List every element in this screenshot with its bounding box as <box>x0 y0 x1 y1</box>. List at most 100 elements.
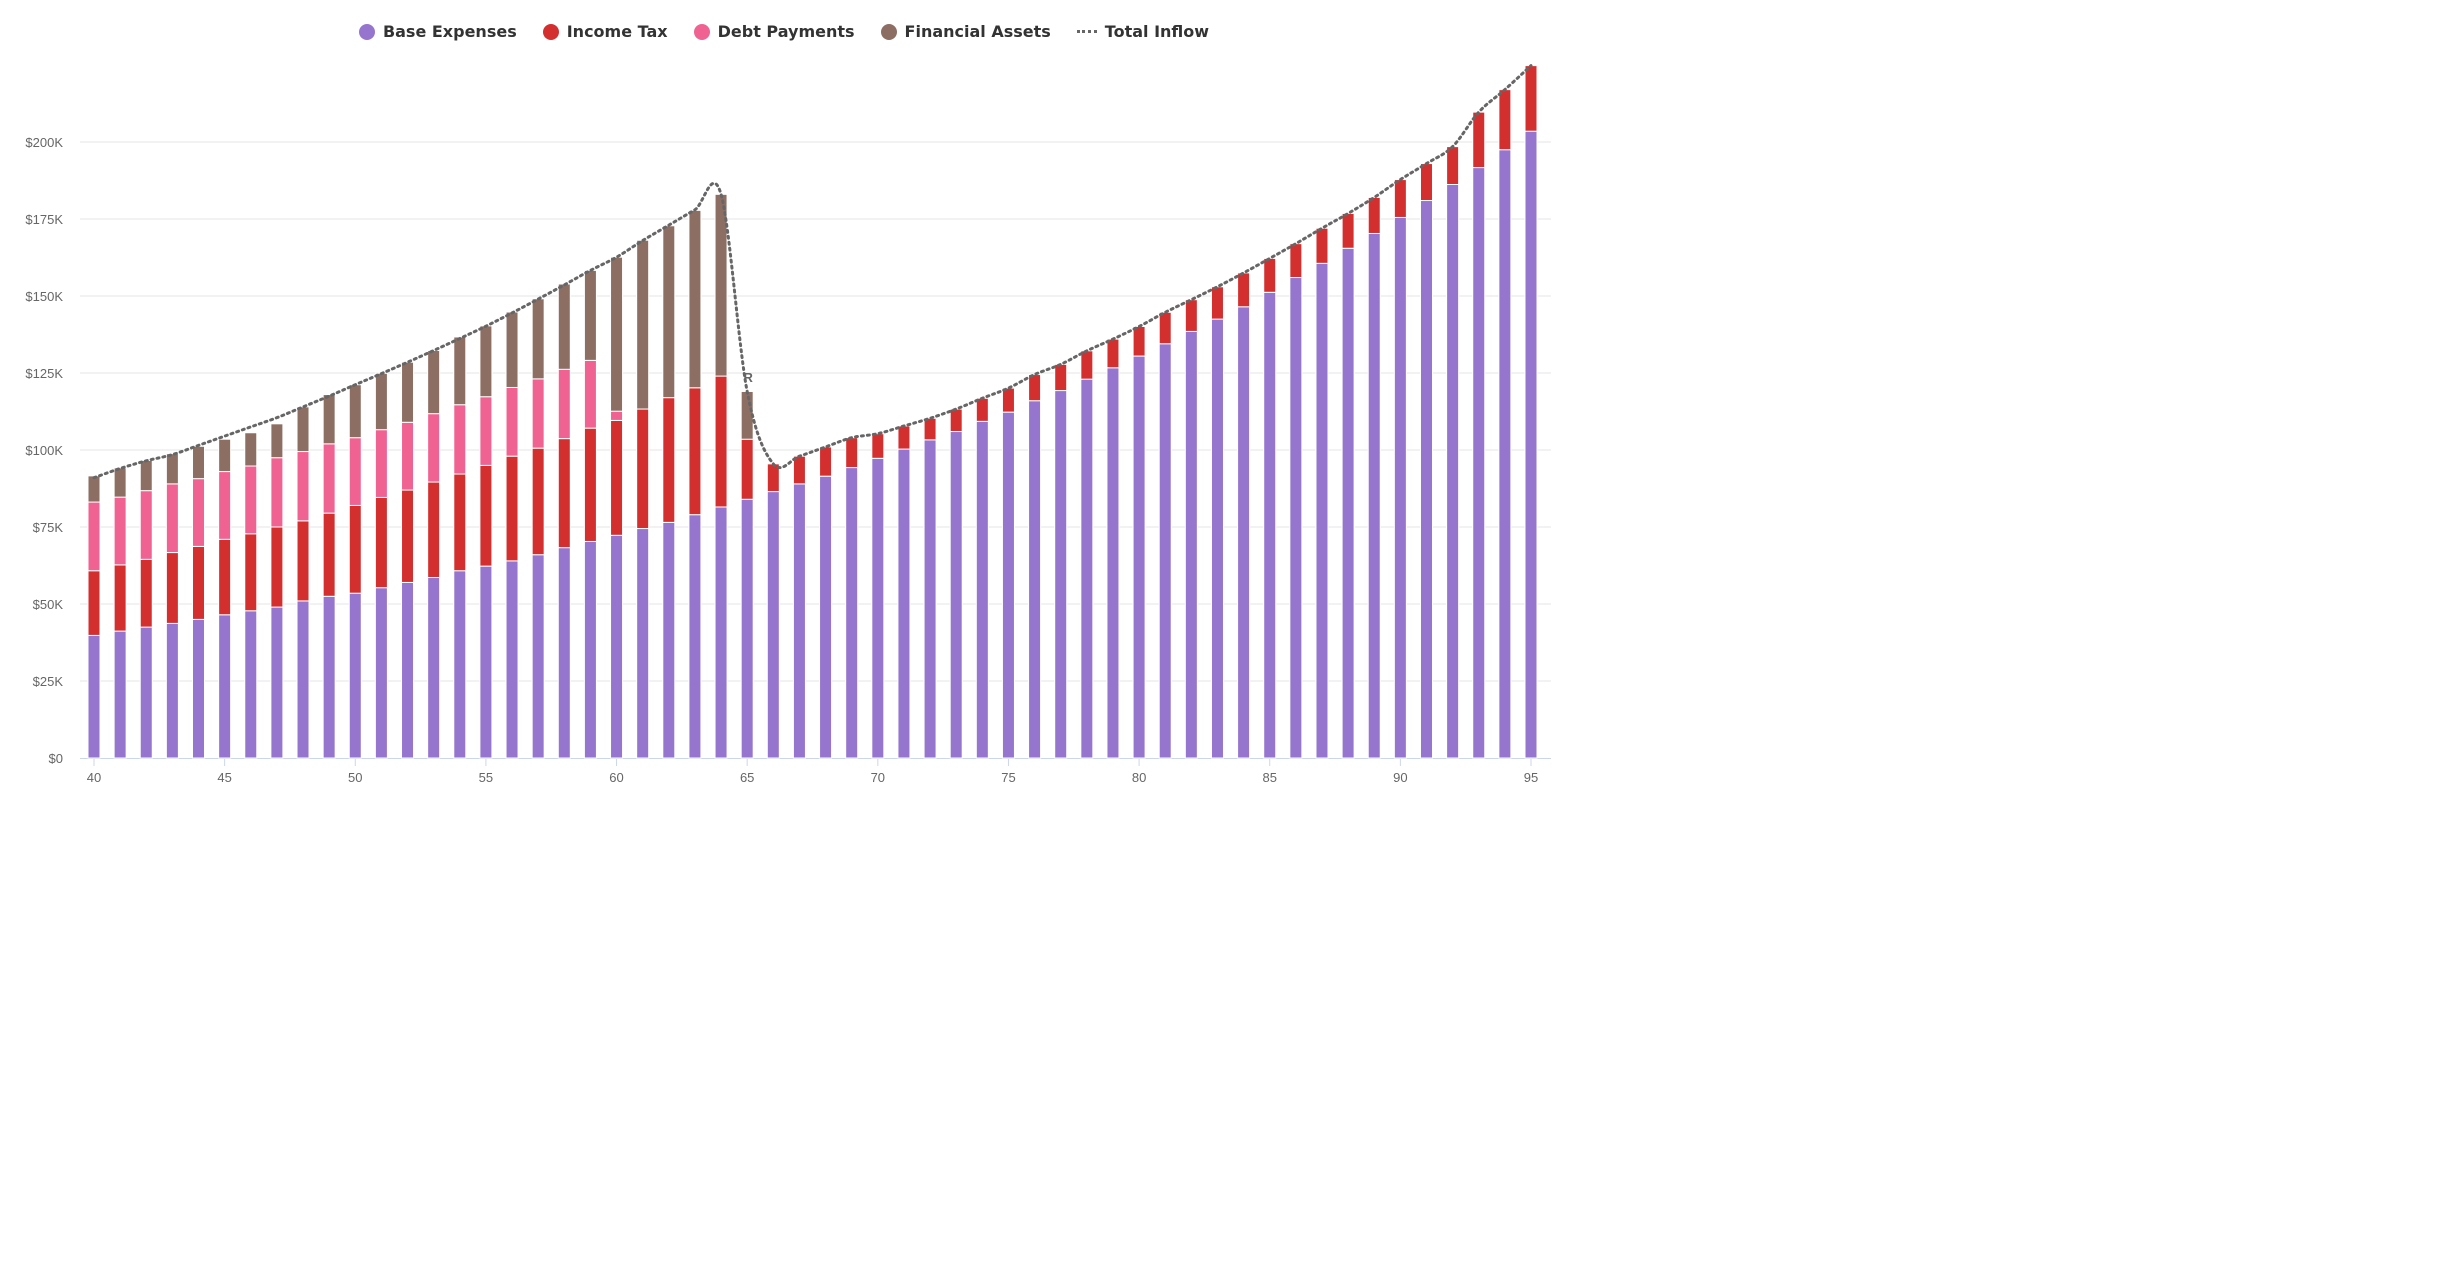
bar-income-tax[interactable] <box>1263 257 1277 293</box>
bar-income-tax[interactable] <box>662 397 676 523</box>
bar-base-expenses[interactable] <box>610 534 624 759</box>
bar-base-expenses[interactable] <box>1341 247 1355 759</box>
bar-base-expenses[interactable] <box>505 560 519 759</box>
bar-income-tax[interactable] <box>1237 272 1251 308</box>
bar-base-expenses[interactable] <box>819 475 833 759</box>
bar-income-tax[interactable] <box>1419 163 1433 202</box>
bar-debt-payments[interactable] <box>583 359 597 429</box>
bar-income-tax[interactable] <box>1106 338 1120 369</box>
bar-income-tax[interactable] <box>897 425 911 450</box>
bar-income-tax[interactable] <box>923 417 937 441</box>
bar-base-expenses[interactable] <box>348 592 362 759</box>
bar-base-expenses[interactable] <box>688 514 702 759</box>
bar-debt-payments[interactable] <box>374 429 388 498</box>
bar-base-expenses[interactable] <box>296 600 310 759</box>
bar-financial-assets[interactable] <box>479 325 493 398</box>
bar-income-tax[interactable] <box>1210 286 1224 320</box>
bar-income-tax[interactable] <box>1158 311 1172 345</box>
bar-income-tax[interactable] <box>583 427 597 542</box>
bar-income-tax[interactable] <box>1080 350 1094 380</box>
bar-debt-payments[interactable] <box>218 471 232 540</box>
bar-base-expenses[interactable] <box>662 521 676 759</box>
bar-income-tax[interactable] <box>636 408 650 530</box>
bar-income-tax[interactable] <box>819 446 833 477</box>
legend-item-total-inflow[interactable]: Total Inflow <box>1076 22 1209 41</box>
bar-financial-assets[interactable] <box>688 209 702 389</box>
legend-item-base-expenses[interactable]: Base Expenses <box>358 22 517 41</box>
bar-base-expenses[interactable] <box>1237 306 1251 759</box>
bar-base-expenses[interactable] <box>1315 262 1329 759</box>
bar-financial-assets[interactable] <box>270 423 284 459</box>
bar-financial-assets[interactable] <box>583 269 597 361</box>
bar-debt-payments[interactable] <box>139 490 153 560</box>
bar-financial-assets[interactable] <box>557 283 571 370</box>
bar-base-expenses[interactable] <box>1289 277 1303 759</box>
bar-income-tax[interactable] <box>1289 243 1303 279</box>
bar-base-expenses[interactable] <box>322 595 336 759</box>
bar-base-expenses[interactable] <box>1210 318 1224 759</box>
bar-debt-payments[interactable] <box>192 478 206 547</box>
bar-income-tax[interactable] <box>479 464 493 567</box>
bar-base-expenses[interactable] <box>1419 200 1433 759</box>
bar-income-tax[interactable] <box>374 496 388 589</box>
bar-debt-payments[interactable] <box>479 396 493 466</box>
bar-base-expenses[interactable] <box>583 540 597 759</box>
bar-debt-payments[interactable] <box>531 378 545 449</box>
bar-income-tax[interactable] <box>557 438 571 549</box>
bar-income-tax[interactable] <box>949 408 963 433</box>
bar-base-expenses[interactable] <box>1080 378 1094 759</box>
bar-debt-payments[interactable] <box>557 368 571 440</box>
bar-income-tax[interactable] <box>165 552 179 624</box>
bar-base-expenses[interactable] <box>1106 367 1120 759</box>
bar-income-tax[interactable] <box>688 387 702 516</box>
bar-base-expenses[interactable] <box>453 570 467 759</box>
bar-base-expenses[interactable] <box>1132 355 1146 759</box>
bar-financial-assets[interactable] <box>296 406 310 453</box>
bar-financial-assets[interactable] <box>348 384 362 439</box>
bar-income-tax[interactable] <box>427 481 441 579</box>
bar-financial-assets[interactable] <box>374 372 388 431</box>
bar-income-tax[interactable] <box>1028 374 1042 402</box>
bar-financial-assets[interactable] <box>113 467 127 498</box>
bar-debt-payments[interactable] <box>401 421 415 491</box>
bar-income-tax[interactable] <box>1498 89 1512 151</box>
bar-base-expenses[interactable] <box>975 420 989 759</box>
bar-income-tax[interactable] <box>792 455 806 485</box>
bar-income-tax[interactable] <box>1184 299 1198 332</box>
bar-income-tax[interactable] <box>192 545 206 620</box>
bar-income-tax[interactable] <box>740 438 754 500</box>
bar-base-expenses[interactable] <box>871 457 885 759</box>
bar-base-expenses[interactable] <box>401 581 415 759</box>
bar-base-expenses[interactable] <box>1393 216 1407 759</box>
bar-base-expenses[interactable] <box>636 528 650 759</box>
bar-base-expenses[interactable] <box>531 554 545 759</box>
bar-financial-assets[interactable] <box>87 475 101 503</box>
bar-financial-assets[interactable] <box>636 239 650 410</box>
bar-base-expenses[interactable] <box>1054 390 1068 759</box>
bar-income-tax[interactable] <box>871 433 885 459</box>
bar-income-tax[interactable] <box>296 520 310 602</box>
bar-base-expenses[interactable] <box>1498 149 1512 759</box>
bar-base-expenses[interactable] <box>1367 232 1381 759</box>
bar-financial-assets[interactable] <box>218 438 232 473</box>
bar-income-tax[interactable] <box>845 437 859 469</box>
bar-debt-payments[interactable] <box>113 496 127 566</box>
bar-financial-assets[interactable] <box>662 225 676 399</box>
bar-base-expenses[interactable] <box>557 547 571 759</box>
bar-debt-payments[interactable] <box>165 483 179 554</box>
bar-income-tax[interactable] <box>1367 196 1381 234</box>
bar-financial-assets[interactable] <box>192 445 206 480</box>
bar-debt-payments[interactable] <box>505 386 519 457</box>
bar-income-tax[interactable] <box>270 526 284 608</box>
bar-base-expenses[interactable] <box>270 606 284 759</box>
bar-base-expenses[interactable] <box>218 614 232 759</box>
bar-income-tax[interactable] <box>401 489 415 583</box>
bar-base-expenses[interactable] <box>427 577 441 759</box>
bar-base-expenses[interactable] <box>792 483 806 759</box>
bar-financial-assets[interactable] <box>244 432 258 467</box>
bar-income-tax[interactable] <box>1054 363 1068 392</box>
bar-base-expenses[interactable] <box>165 622 179 759</box>
bar-base-expenses[interactable] <box>845 467 859 759</box>
bar-base-expenses[interactable] <box>1001 411 1015 759</box>
bar-income-tax[interactable] <box>113 564 127 632</box>
